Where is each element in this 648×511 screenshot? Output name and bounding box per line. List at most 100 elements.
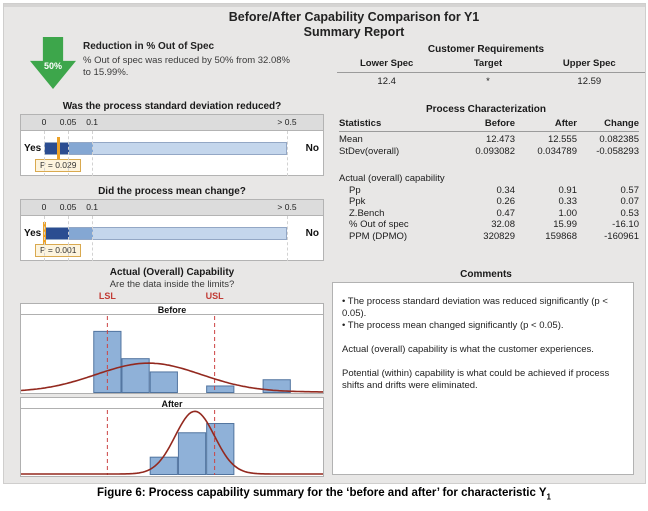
axis-gridline — [92, 131, 94, 176]
table-body: Mean 12.473 12.555 0.082385 StDev(overall) 0.… — [339, 134, 639, 242]
histogram-svg — [21, 410, 323, 475]
table-cell: 32.08 — [491, 219, 515, 230]
table-cell: 15.99 — [553, 219, 577, 230]
pvalue-bar-segment — [68, 143, 93, 154]
column-header: Statistics — [339, 118, 382, 129]
reduction-body-line2: to 15.99%. — [83, 67, 129, 78]
pvalue-bar-segment — [92, 228, 286, 239]
table-cell: 0.53 — [620, 207, 640, 219]
stdev-question-title: Was the process standard deviation reduc… — [62, 101, 282, 112]
axis-tick-label: 0.05 — [59, 202, 77, 212]
comments-title: Comments — [460, 269, 512, 280]
report-title-line1: Before/After Capability Comparison for Y… — [228, 10, 480, 24]
row-label: Ppk — [349, 196, 366, 207]
table-cell: 0.57 — [620, 184, 640, 196]
before-histogram-plot — [20, 315, 324, 394]
pvalue-bar-segment — [45, 143, 69, 154]
axis-tick-label: 0 — [41, 117, 47, 127]
axis-gridline — [68, 216, 70, 261]
customer-requirements-values: 12.4 * 12.59 — [336, 76, 640, 87]
column-header: After — [554, 118, 577, 129]
table-cell: 12.555 — [547, 134, 577, 145]
axis-tick-label: 0.1 — [86, 117, 99, 127]
divider — [337, 72, 645, 73]
before-panel-title: Before — [20, 303, 324, 315]
table-row: % Out of spec 32.08 15.99 -16.10 — [339, 219, 639, 231]
comment-paragraph: Actual (overall) capability is what the … — [342, 344, 594, 355]
reduction-indicator: 50% — [30, 37, 76, 89]
process-characterization-title: Process Characterization — [425, 104, 547, 115]
table-row: Mean 12.473 12.555 0.082385 — [339, 134, 639, 146]
customer-requirements-title: Customer Requirements — [427, 44, 545, 55]
table-row: StDev(overall) 0.093082 0.034789 -0.058293 — [339, 146, 639, 158]
comment-bullet: • The process mean changed significantly… — [342, 320, 564, 331]
mean-question-chart: Did the process mean change? 0 0.05 0.1 > 0… — [20, 186, 324, 261]
reduction-body-line1: % Out of spec was reduced by 50% from 32… — [83, 55, 290, 66]
row-label: Pp — [349, 184, 361, 196]
pvalue-bar — [44, 227, 287, 240]
pvalue-label: P = 0.029 — [35, 159, 82, 172]
table-cell: 0.093082 — [475, 145, 515, 157]
usl-label: USL — [205, 291, 224, 301]
axis-tick-label: 0.1 — [86, 202, 99, 212]
row-label: Mean — [339, 134, 363, 145]
column-header: Upper Spec — [562, 58, 616, 69]
mean-question-title: Did the process mean change? — [98, 186, 246, 197]
pvalue-label: P = 0.001 — [35, 244, 82, 257]
stdev-question-chart: Was the process standard deviation reduc… — [20, 101, 324, 176]
row-label: Z.Bench — [349, 207, 385, 219]
axis-gridline — [92, 216, 94, 261]
axis-gridline — [68, 131, 70, 176]
pvalue-axis: 0 0.05 0.1 > 0.5 — [21, 115, 323, 131]
comment-bullet: • The process standard deviation was red… — [342, 296, 608, 319]
after-histogram-panel: After — [20, 397, 324, 477]
divider — [339, 131, 639, 132]
capability-summary-report: Before/After Capability Comparison for Y… — [3, 3, 646, 484]
report-title: Before/After Capability Comparison for Y… — [54, 10, 648, 40]
after-panel-title: After — [20, 397, 324, 409]
yes-label: Yes — [24, 228, 42, 239]
table-cell: 12.59 — [577, 76, 602, 87]
distribution-curve — [21, 410, 323, 475]
row-label: % Out of spec — [349, 219, 409, 230]
pvalue-plot: Yes No P = 0.029 — [21, 131, 323, 176]
figure-caption: Figure 6: Process capability summary for… — [0, 487, 648, 501]
pvalue-bar-segment — [45, 228, 69, 239]
table-cell: 0.33 — [558, 196, 578, 207]
axis-tick-label: 0 — [41, 202, 47, 212]
axis-gridline — [44, 131, 45, 176]
table-cell: 0.47 — [496, 207, 516, 219]
comments-box: • The process standard deviation was red… — [332, 282, 634, 475]
axis-tick-label: 0.05 — [59, 117, 77, 127]
row-label: StDev(overall) — [339, 145, 400, 157]
table-row: Actual (overall) capability — [339, 173, 639, 185]
column-header: Target — [473, 58, 503, 69]
axis-tick-label: > 0.5 — [277, 202, 297, 212]
axis-gridline — [287, 131, 288, 176]
table-row: Ppk 0.26 0.33 0.07 — [339, 196, 639, 208]
axis-gridline — [287, 216, 288, 261]
column-header: Lower Spec — [360, 58, 414, 69]
reduction-body: % Out of spec was reduced by 50% from 32… — [83, 55, 290, 79]
pvalue-bar-segment — [68, 228, 93, 239]
table-cell: 12.4 — [377, 76, 396, 87]
histogram-bar — [177, 432, 207, 475]
comment-paragraph: Potential (within) capability is what co… — [342, 368, 610, 391]
table-row: PPM (DPMO) 320829 159868 -160961 — [339, 231, 639, 243]
histogram-bar — [149, 371, 178, 393]
table-cell: 0.34 — [496, 184, 516, 196]
pvalue-plot: Yes No P = 0.001 — [21, 216, 323, 261]
axis-gridline — [44, 216, 45, 261]
process-characterization-table: Statistics Before After Change Mean 12.47… — [339, 117, 639, 242]
histogram-svg — [21, 316, 323, 393]
reduction-badge: 50% — [43, 61, 62, 71]
pvalue-bar-segment — [92, 143, 286, 154]
column-header: Before — [484, 118, 515, 129]
no-label: No — [305, 228, 319, 239]
pvalue-marker — [56, 137, 60, 160]
table-cell: * — [486, 76, 490, 87]
table-cell: 0.07 — [620, 196, 640, 207]
before-histogram-panel: Before — [20, 303, 324, 394]
table-cell: -160961 — [604, 230, 639, 242]
